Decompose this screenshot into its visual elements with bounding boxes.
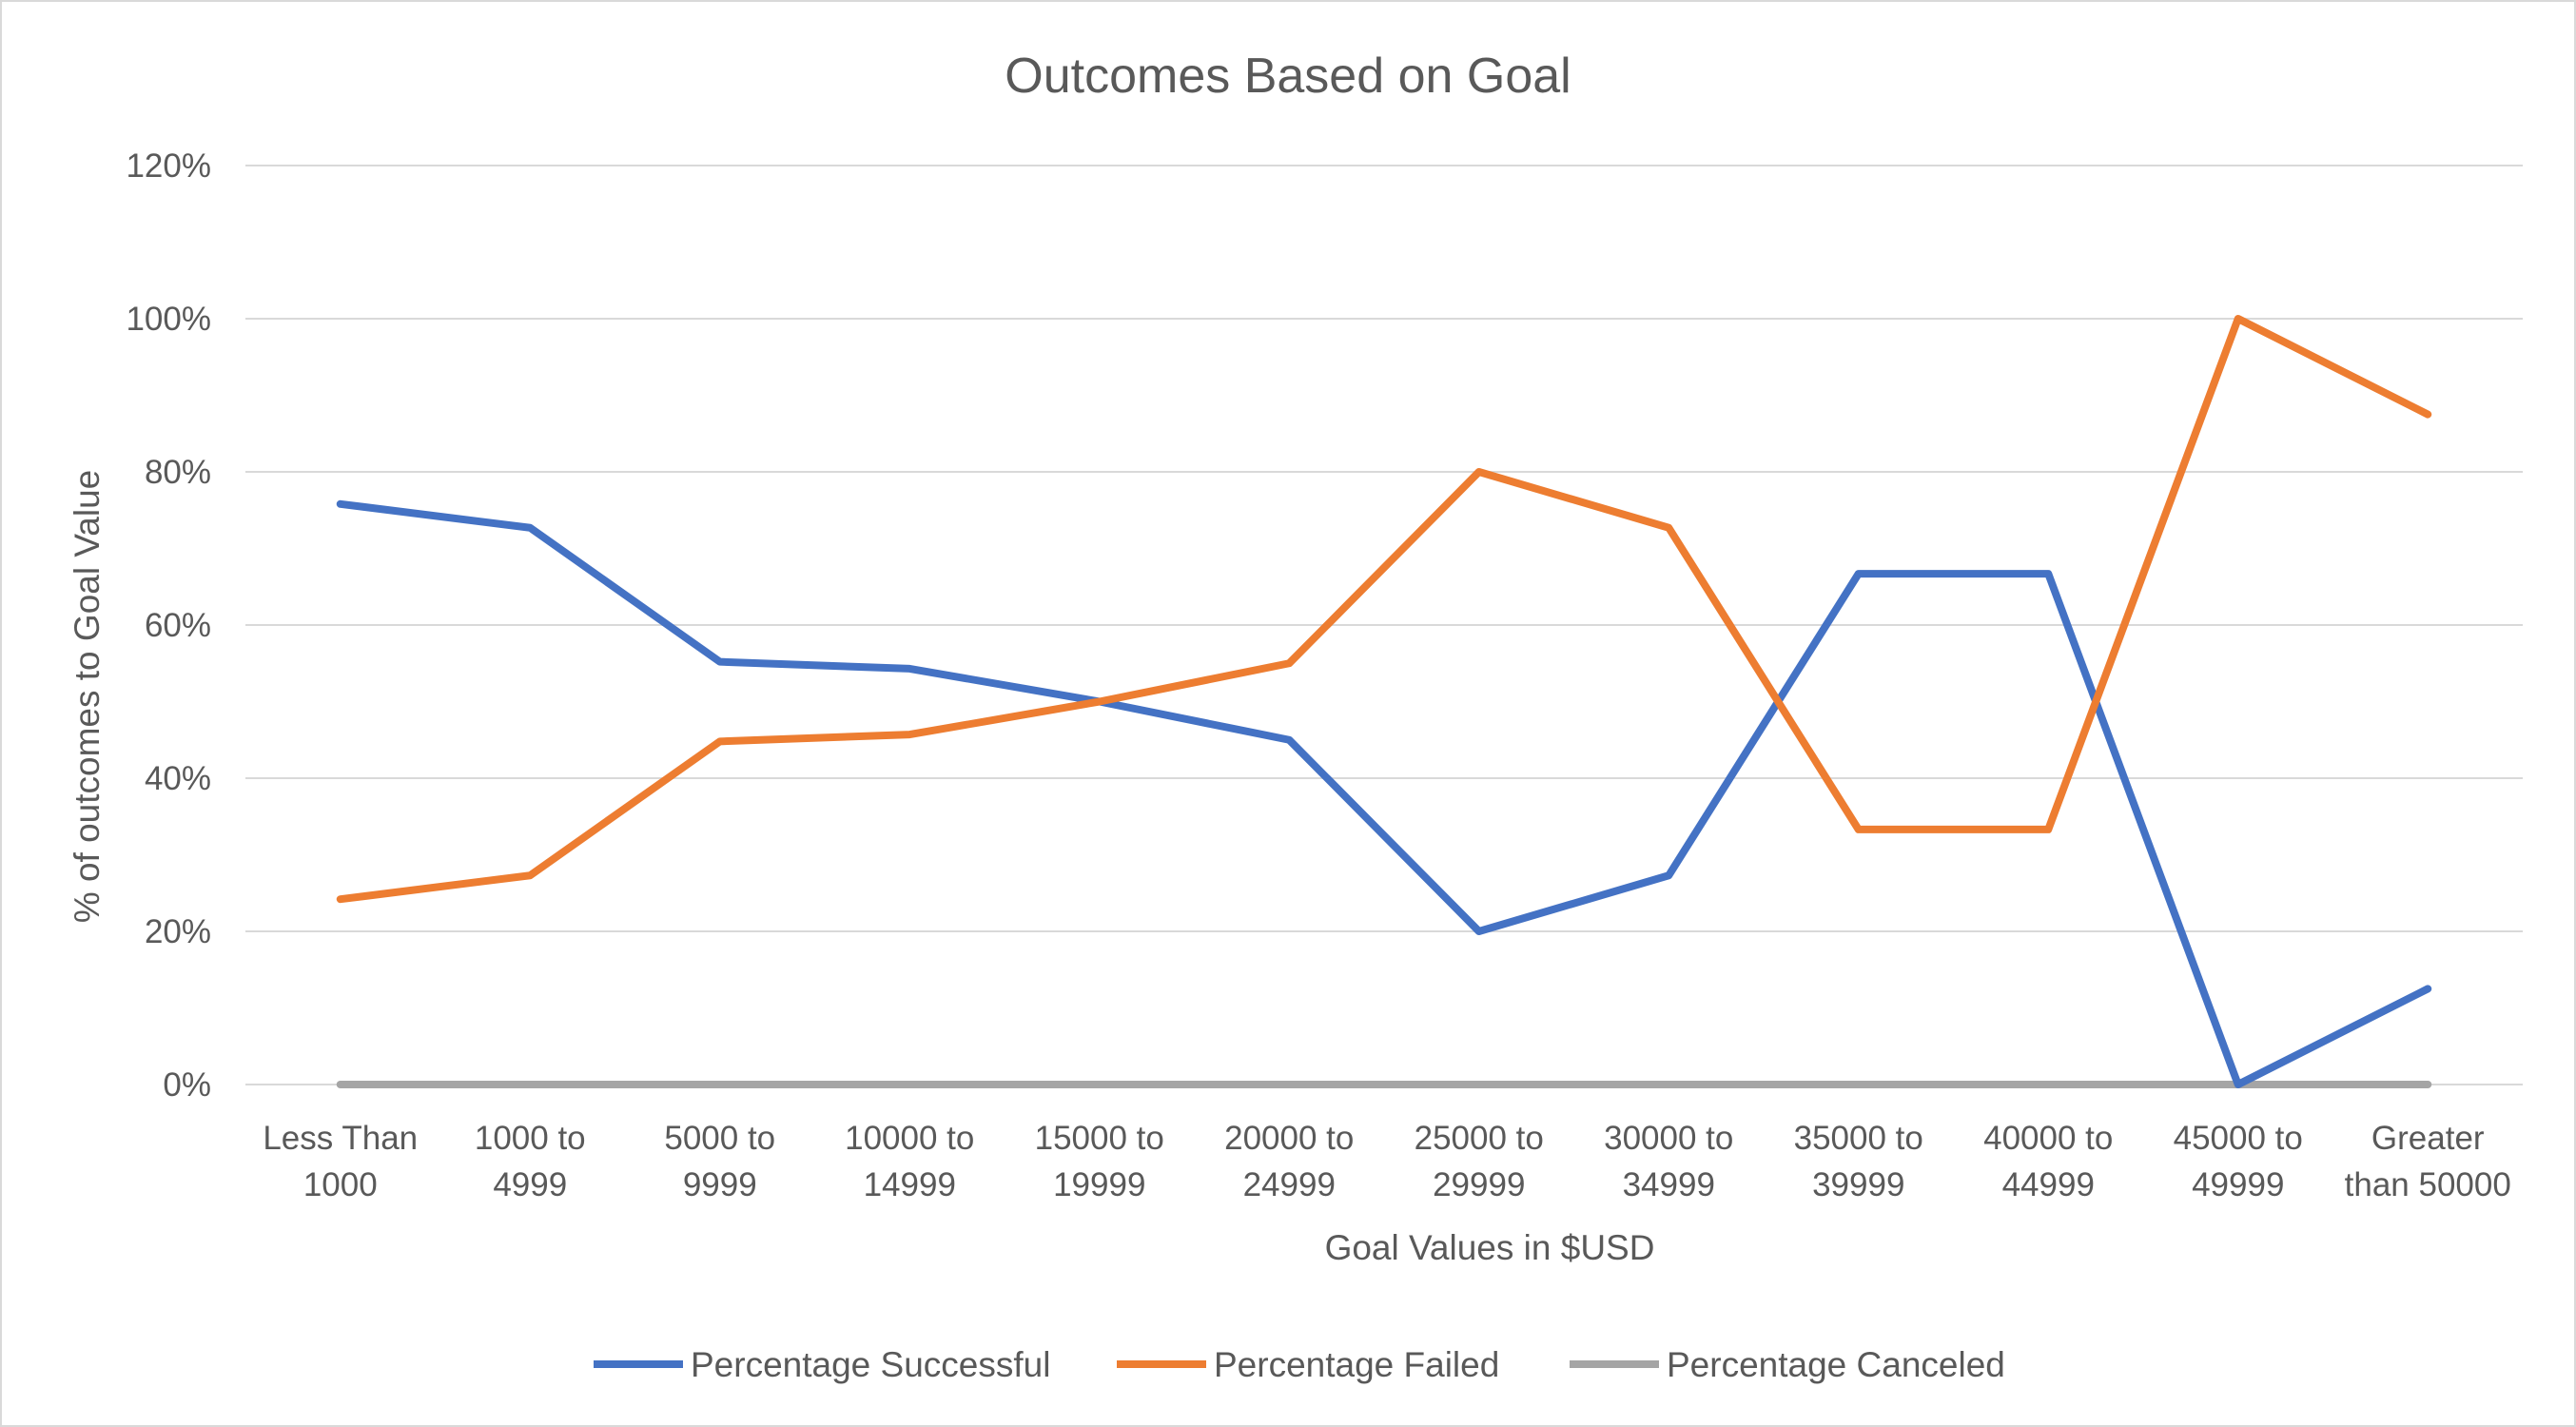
x-tick-label-line: 10000 to: [845, 1120, 974, 1157]
x-tick-label-line: 44999: [2002, 1166, 2095, 1203]
legend-label-2: Percentage Canceled: [1667, 1345, 2005, 1384]
x-tick-label-10: 45000 to 49999: [2174, 1120, 2303, 1203]
x-tick-label-line: 20000 to: [1224, 1120, 1354, 1157]
x-axis-tick-labels: Less Than 1000 1000 to 4999 5000 to 9999 10000…: [263, 1120, 2510, 1203]
y-axis-label: % of outcomes to Goal Value: [68, 470, 107, 923]
x-tick-label-4: 15000 to 19999: [1035, 1120, 1164, 1203]
gridlines: [245, 165, 2523, 1085]
x-tick-label-line: 9999: [683, 1166, 757, 1203]
x-tick-label-line: 25000 to: [1415, 1120, 1544, 1157]
y-tick-label-5: 100%: [126, 301, 211, 338]
x-tick-label-9: 40000 to 44999: [1983, 1120, 2113, 1203]
x-tick-label-line: 49999: [2192, 1166, 2284, 1203]
x-tick-label-1: 1000 to 4999: [475, 1120, 586, 1203]
x-tick-label-7: 30000 to 34999: [1604, 1120, 1733, 1203]
legend-label-0: Percentage Successful: [691, 1345, 1050, 1384]
y-tick-label-3: 60%: [145, 607, 211, 644]
x-tick-label-8: 35000 to 39999: [1794, 1120, 1923, 1203]
x-tick-label-line: 1000 to: [475, 1120, 586, 1157]
series-line-percentage-failed: [336, 315, 2432, 904]
x-tick-label-5: 20000 to 24999: [1224, 1120, 1354, 1203]
x-tick-label-6: 25000 to 29999: [1415, 1120, 1544, 1203]
x-tick-label-line: 1000: [303, 1166, 378, 1203]
x-tick-label-line: 45000 to: [2174, 1120, 2303, 1157]
x-tick-label-line: Less Than: [263, 1120, 418, 1157]
x-tick-label-0: Less Than 1000: [263, 1120, 418, 1203]
x-tick-label-line: 35000 to: [1794, 1120, 1923, 1157]
x-tick-label-line: 40000 to: [1983, 1120, 2113, 1157]
x-tick-label-line: 5000 to: [664, 1120, 775, 1157]
x-axis-label: Goal Values in $USD: [1325, 1228, 1655, 1267]
series-line-percentage-successful: [336, 499, 2432, 1088]
x-tick-label-line: Greater: [2371, 1120, 2485, 1157]
x-tick-label-11: Greater than 50000: [2345, 1120, 2511, 1203]
x-tick-label-line: 19999: [1053, 1166, 1145, 1203]
y-tick-label-2: 40%: [145, 760, 211, 797]
y-axis-tick-labels: 0% 20% 40% 60% 80% 100% 120%: [126, 147, 211, 1104]
y-tick-label-1: 20%: [145, 913, 211, 950]
x-tick-label-line: 24999: [1243, 1166, 1336, 1203]
x-tick-label-line: 15000 to: [1035, 1120, 1164, 1157]
x-tick-label-2: 5000 to 9999: [664, 1120, 775, 1203]
chart-title: Outcomes Based on Goal: [1005, 49, 1571, 104]
y-tick-label-4: 80%: [145, 454, 211, 491]
data-series: [336, 315, 2432, 1088]
y-tick-label-0: 0%: [163, 1066, 211, 1104]
x-tick-label-line: 14999: [864, 1166, 956, 1203]
x-tick-label-line: 30000 to: [1604, 1120, 1733, 1157]
x-tick-label-line: 29999: [1433, 1166, 1525, 1203]
y-tick-label-6: 120%: [126, 147, 211, 185]
legend-label-1: Percentage Failed: [1214, 1345, 1499, 1384]
x-tick-label-line: 34999: [1623, 1166, 1715, 1203]
x-tick-label-line: 4999: [493, 1166, 567, 1203]
legend: Percentage Successful Percentage Failed Pe…: [594, 1345, 2005, 1384]
x-tick-label-3: 10000 to 14999: [845, 1120, 974, 1203]
x-tick-label-line: 39999: [1812, 1166, 1904, 1203]
x-tick-label-line: than 50000: [2345, 1166, 2511, 1203]
